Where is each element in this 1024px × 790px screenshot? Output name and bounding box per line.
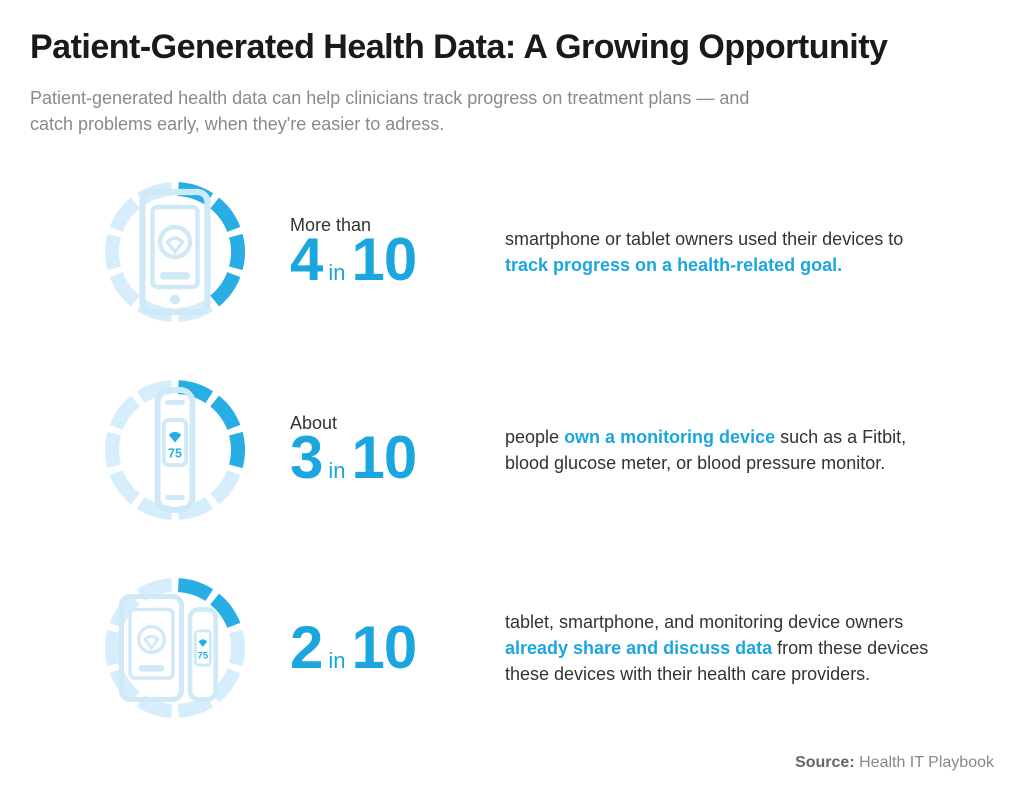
stat-row: 75 2 in 10 tablet, smartphone, and monit… — [100, 573, 994, 723]
stat-description: smartphone or tablet owners used their d… — [505, 226, 945, 278]
stats-list: More than 4 in 10 smartphone or tablet o… — [30, 177, 994, 723]
desc-pre: tablet, smartphone, and monitoring devic… — [505, 612, 903, 632]
stat-description: tablet, smartphone, and monitoring devic… — [505, 609, 945, 687]
smartphone-icon — [100, 177, 250, 327]
page-title: Patient-Generated Health Data: A Growing… — [30, 28, 994, 67]
svg-text:75: 75 — [168, 447, 182, 461]
tracker-icon: 75 — [100, 375, 250, 525]
desc-pre: smartphone or tablet owners used their d… — [505, 229, 903, 249]
desc-pre: people — [505, 427, 564, 447]
stat-row: 75 About 3 in 10 people own a monitoring… — [100, 375, 994, 525]
desc-highlight: track progress on a health-related goal. — [505, 255, 842, 275]
stat-description: people own a monitoring device such as a… — [505, 424, 945, 476]
ratio-numerator: 2 — [290, 618, 322, 678]
source-value: Health IT Playbook — [859, 754, 994, 771]
donut-chart: 75 — [100, 573, 250, 723]
ratio-numerator: 4 — [290, 230, 322, 290]
desc-highlight: already share and discuss data — [505, 638, 772, 658]
ratio-numerator: 3 — [290, 428, 322, 488]
ratio-in: in — [328, 648, 345, 674]
source-label: Source: — [795, 754, 855, 771]
ratio-in: in — [328, 260, 345, 286]
stat-row: More than 4 in 10 smartphone or tablet o… — [100, 177, 994, 327]
ratio-block: More than 4 in 10 — [290, 215, 465, 290]
phone-tracker-icon: 75 — [100, 573, 250, 723]
donut-chart — [100, 177, 250, 327]
ratio-denominator: 10 — [352, 230, 417, 290]
source-line: Source: Health IT Playbook — [795, 754, 994, 772]
donut-chart: 75 — [100, 375, 250, 525]
ratio-in: in — [328, 458, 345, 484]
ratio-block: About 3 in 10 — [290, 413, 465, 488]
ratio-denominator: 10 — [352, 428, 417, 488]
ratio-block: 2 in 10 — [290, 618, 465, 678]
ratio-denominator: 10 — [352, 618, 417, 678]
page-subtitle: Patient-generated health data can help c… — [30, 85, 750, 137]
svg-text:75: 75 — [197, 651, 208, 662]
desc-highlight: own a monitoring device — [564, 427, 775, 447]
